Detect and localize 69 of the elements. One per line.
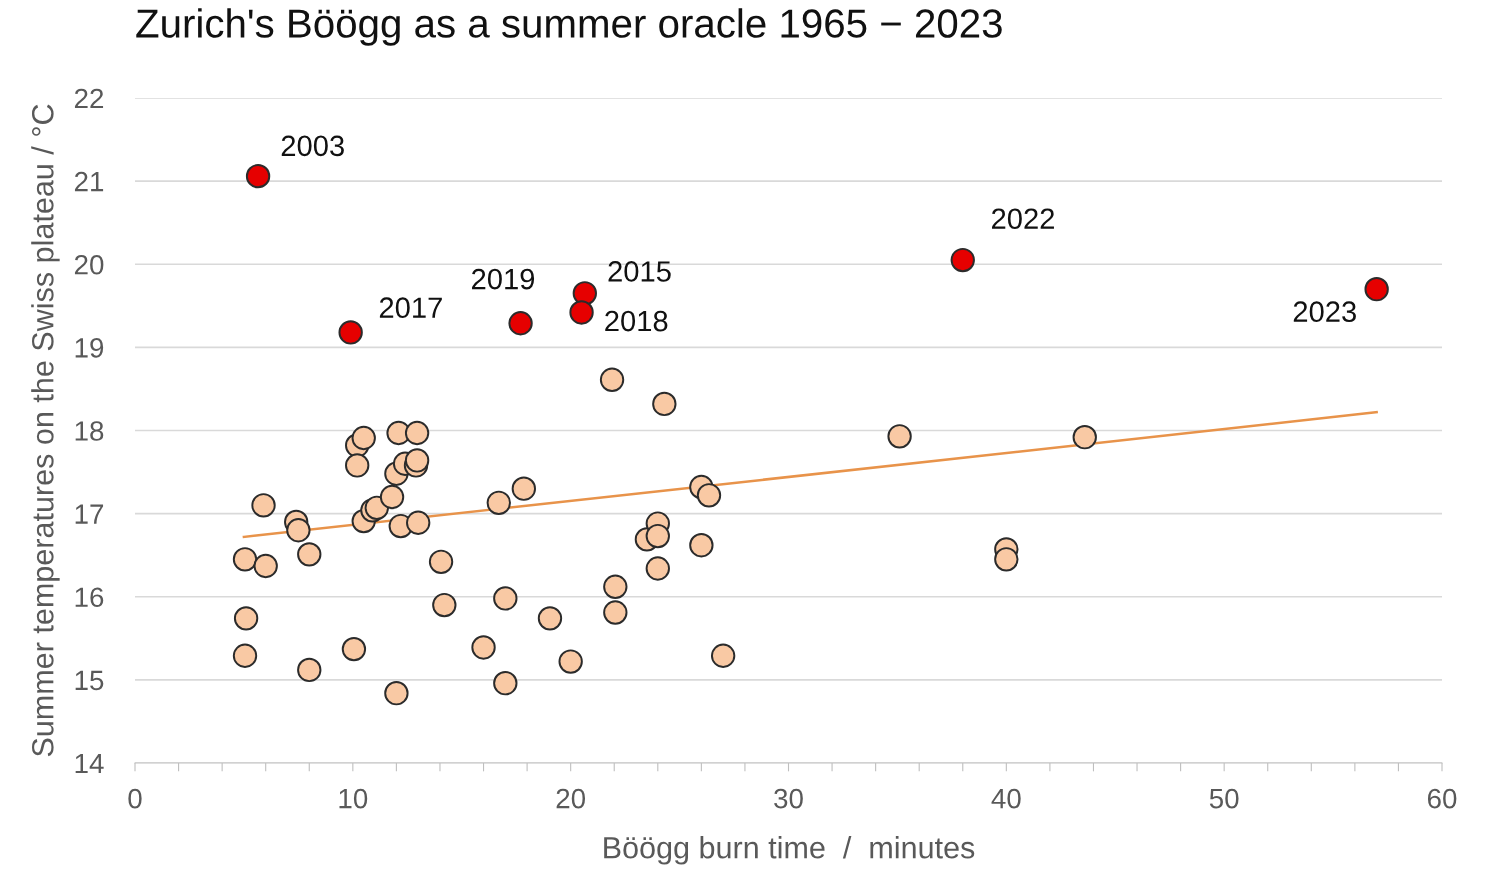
x-tick-label: 0	[128, 788, 142, 809]
annotation: 2015	[608, 261, 671, 282]
y-tick-label: 17	[75, 504, 104, 524]
point	[379, 484, 405, 510]
point	[253, 553, 278, 579]
point	[428, 549, 454, 575]
point	[297, 657, 322, 683]
point	[406, 510, 431, 535]
point	[351, 425, 376, 451]
point	[404, 448, 430, 473]
point	[994, 547, 1019, 572]
point	[341, 636, 367, 662]
point	[384, 681, 409, 706]
point	[558, 649, 583, 674]
point	[508, 311, 533, 336]
annotation: 2022	[992, 208, 1054, 230]
point	[471, 635, 496, 660]
point	[689, 533, 714, 558]
point	[232, 643, 258, 668]
point	[286, 518, 311, 543]
y-tick-label: 18	[75, 421, 104, 441]
point	[404, 420, 430, 446]
y-tick-label: 20	[74, 254, 104, 275]
point	[493, 671, 518, 696]
x-tick-label: 20	[556, 788, 586, 809]
point	[511, 476, 536, 501]
point	[887, 424, 912, 449]
point	[486, 490, 511, 515]
annotation: 2003	[281, 135, 344, 157]
point	[537, 606, 563, 631]
y-tick-label: 22	[74, 88, 104, 109]
point	[245, 163, 271, 189]
y-tick-label: 15	[75, 670, 104, 691]
point	[232, 547, 258, 572]
y-tick-label: 19	[75, 338, 104, 358]
point	[432, 592, 457, 618]
point	[645, 523, 670, 549]
y-tick-label: 14	[75, 753, 104, 774]
point	[652, 391, 677, 417]
annotation: 2017	[379, 297, 442, 319]
x-tick-label: 50	[1209, 788, 1239, 809]
point	[1364, 277, 1389, 302]
annotation: 2018	[605, 310, 668, 332]
x-tick-label: 10	[339, 788, 368, 809]
y-tick-label: 16	[75, 587, 104, 608]
point	[696, 483, 722, 508]
x-tick-label: 40	[991, 788, 1021, 809]
point	[338, 320, 363, 345]
x-axis-title: Böögg burn time / minutes	[604, 836, 975, 865]
point	[950, 247, 975, 273]
point	[710, 643, 736, 668]
y-axis-title: Summer temperatures on the Swiss plateau / °C	[31, 104, 60, 757]
annotation: 2019	[472, 268, 535, 290]
point	[297, 542, 322, 567]
point	[493, 586, 518, 611]
point	[569, 300, 594, 325]
x-tick-label: 60	[1427, 788, 1457, 809]
point	[233, 606, 259, 631]
point	[1072, 424, 1097, 450]
point	[345, 453, 370, 478]
x-tick-label: 30	[774, 788, 803, 809]
point	[603, 600, 628, 625]
annotation: 2023	[1293, 301, 1356, 323]
point	[251, 493, 276, 518]
point	[645, 556, 670, 581]
point	[603, 574, 628, 599]
point	[599, 367, 625, 392]
y-tick-label: 21	[74, 171, 104, 192]
chart-title: Zurich's Böögg as a summer oracle 1965 − 2023	[136, 8, 1002, 46]
